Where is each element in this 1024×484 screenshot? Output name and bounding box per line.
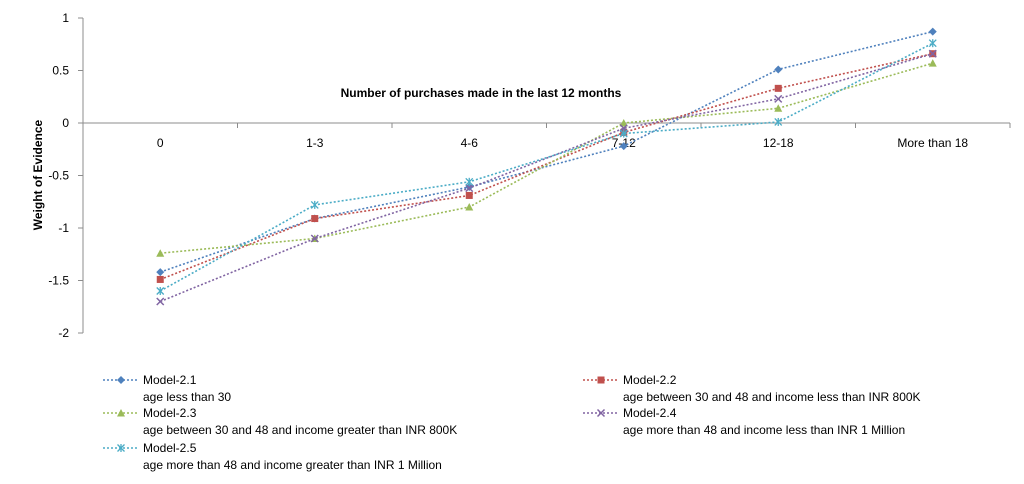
marker-stroke: [310, 234, 319, 243]
legend-item: Model-2.5 age more than 48 and income gre…: [103, 441, 442, 472]
data-point: [310, 234, 319, 243]
legend-item: Model-2.2 age between 30 and 48 and incom…: [583, 373, 921, 404]
data-point: [619, 119, 628, 127]
y-tick-label: -2: [58, 326, 69, 340]
series-5: [156, 39, 937, 295]
marker-stroke: [465, 184, 474, 193]
legend-description: age between 30 and 48 and income less th…: [623, 390, 921, 404]
data-point: [465, 177, 474, 186]
series-line: [160, 52, 933, 281]
series-line: [160, 62, 934, 254]
data-point: [774, 84, 782, 92]
data-point: [928, 27, 937, 36]
legend-swatch-marker: [596, 408, 606, 418]
x-tick-label: 12-18: [763, 136, 794, 150]
y-tick-label: -1.5: [48, 274, 69, 288]
data-point: [928, 59, 937, 67]
data-point: [619, 129, 628, 138]
data-point: [928, 39, 937, 48]
data-point: [310, 200, 319, 209]
legend-swatch-marker: [117, 376, 125, 384]
data-point: [156, 297, 165, 306]
legend-item: Model-2.3 age between 30 and 48 and incom…: [103, 406, 457, 437]
y-tick-label: 1: [62, 11, 69, 25]
data-point: [928, 49, 937, 58]
y-tick-label: -1: [58, 221, 69, 235]
marker-stroke: [156, 297, 165, 306]
legend: Model-2.1 age less than 30 Model-2.2 age be…: [103, 373, 921, 472]
legend-description: age less than 30: [143, 390, 231, 404]
x-tick-label: 4-6: [461, 136, 479, 150]
data-point: [156, 287, 165, 295]
marker-stroke: [596, 408, 606, 418]
y-tick-label: 0: [62, 116, 69, 130]
x-tick-label: 0: [157, 136, 164, 150]
data-point: [774, 117, 783, 126]
series-3: [156, 59, 937, 257]
legend-swatch-marker: [117, 444, 125, 452]
y-tick-label: -0.5: [48, 169, 69, 183]
data-point: [156, 268, 165, 277]
data-point: [774, 94, 783, 103]
legend-description: age more than 48 and income less than IN…: [623, 423, 905, 437]
legend-swatch-marker: [597, 376, 605, 384]
data-point: [774, 65, 783, 74]
data-point: [156, 249, 165, 257]
marker-stroke: [774, 94, 783, 103]
legend-item: Model-2.4 age more than 48 and income les…: [583, 406, 905, 437]
data-point: [465, 184, 474, 193]
y-axis-label: Weight of Evidence: [31, 119, 45, 230]
series-1: [156, 27, 937, 277]
data-point: [774, 104, 783, 112]
legend-name: Model-2.4: [623, 406, 677, 420]
series-line: [160, 30, 933, 273]
y-tick-label: 0.5: [52, 64, 69, 78]
legend-description: age between 30 and 48 and income greater…: [143, 423, 457, 437]
data-point: [619, 142, 628, 151]
legend-swatch-marker: [117, 409, 125, 417]
data-point: [156, 275, 164, 283]
marker-stroke: [928, 49, 937, 58]
chart-title: Number of purchases made in the last 12 …: [341, 86, 622, 100]
data-point: [311, 215, 319, 223]
legend-name: Model-2.1: [143, 373, 197, 387]
legend-name: Model-2.5: [143, 441, 197, 455]
data-point: [465, 203, 474, 211]
series-layer: [156, 27, 937, 306]
data-point: [465, 191, 473, 199]
x-tick-label: More than 18: [897, 136, 968, 150]
legend-name: Model-2.3: [143, 406, 197, 420]
legend-item: Model-2.1 age less than 30: [103, 373, 231, 404]
legend-description: age more than 48 and income greater than…: [143, 458, 442, 472]
legend-name: Model-2.2: [623, 373, 677, 387]
x-tick-label: 1-3: [306, 136, 324, 150]
